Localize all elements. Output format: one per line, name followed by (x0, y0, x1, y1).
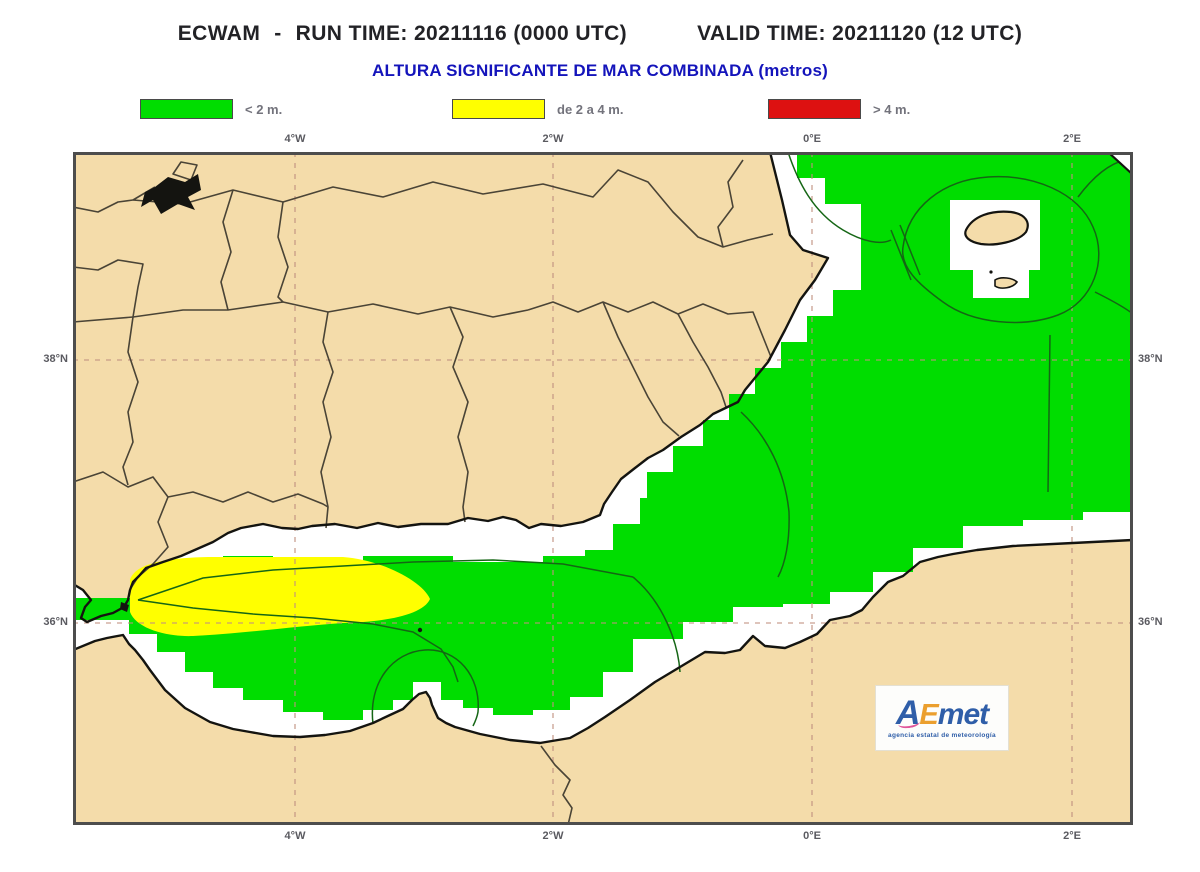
graticule-gridlines (73, 152, 1133, 825)
valid-time: VALID TIME: 20211120 (12 UTC) (697, 22, 1023, 45)
aemet-logo-subtext: agencia estatal de meteorología (888, 732, 996, 740)
alboran-island-dot (417, 627, 423, 633)
province-borders (72, 159, 774, 826)
zone-line-alboran-south (137, 599, 459, 683)
aemet-logo-a: A (895, 694, 921, 733)
y-tick-right-38n: 38°N (1138, 353, 1163, 365)
y-tick-left-36n: 36°N (43, 616, 68, 628)
zone-line-alboran-north (137, 559, 634, 601)
title-spacer (641, 22, 683, 46)
map-subtitle: ALTURA SIGNIFICANTE DE MAR COMBINADA (me… (371, 61, 829, 80)
x-tick-top-4w: 4°W (284, 133, 306, 145)
legend-swatch-yellow (452, 99, 545, 119)
legend-swatch-green (140, 99, 233, 119)
x-tick-bottom-2e: 2°E (1063, 830, 1081, 842)
coastline-spain (72, 151, 830, 624)
legend-label-gt4: > 4 m. (873, 101, 911, 117)
y-tick-right-36n: 36°N (1138, 616, 1163, 628)
map-frame (73, 152, 1133, 825)
zone-hatch-1 (890, 229, 912, 281)
aemet-logo-met: met (937, 698, 989, 732)
border-morocco-algeria (540, 745, 573, 826)
x-tick-bottom-2w: 2°W (542, 830, 564, 842)
wave-height-2to4-area (130, 557, 430, 637)
legend-item-lt2: < 2 m. (140, 99, 282, 119)
x-tick-top-0e: 0°E (803, 133, 821, 145)
zone-line-palos (740, 411, 790, 578)
wave-map-svg (72, 151, 1134, 826)
zone-hatch-2 (899, 224, 921, 276)
legend-label-lt2: < 2 m. (245, 101, 283, 117)
zone-line-south-baleares (1047, 334, 1051, 493)
x-tick-bottom-4w: 4°W (284, 830, 306, 842)
y-tick-left-38n: 38°N (43, 353, 68, 365)
zone-arc-melilla (371, 649, 479, 727)
balearic-islands (950, 200, 1040, 298)
sea-zone-boundaries (137, 151, 1134, 727)
model-name: ECWAM (177, 22, 261, 45)
zone-line-east-alboran (632, 576, 681, 673)
aemet-logo-e: E (919, 699, 938, 732)
map-canvas (72, 151, 1134, 826)
legend-item-gt4: > 4 m. (768, 99, 910, 119)
x-tick-bottom-0e: 0°E (803, 830, 821, 842)
header-title: ECWAM - RUN TIME: 20211116 (0000 UTC) VA… (0, 22, 1200, 46)
aemet-logo-text: AEmet (895, 694, 989, 733)
formentera-island (994, 277, 1019, 289)
reservoir-blob (141, 174, 201, 214)
run-time: RUN TIME: 20211116 (0000 UTC) (295, 22, 628, 45)
gibraltar-rock (120, 602, 129, 612)
legend-item-2to4: de 2 a 4 m. (452, 99, 623, 119)
legend-label-2to4: de 2 a 4 m. (557, 101, 624, 117)
coastline-africa (72, 538, 1134, 745)
corner-island-coast (1107, 151, 1132, 174)
ibiza-island (964, 210, 1029, 246)
title-dash: - (274, 22, 282, 45)
zone-circle-ibiza (902, 175, 1100, 324)
legend-swatch-red (768, 99, 861, 119)
aemet-logo: AEmet agencia estatal de meteorología (876, 686, 1008, 750)
x-tick-top-2w: 2°W (542, 133, 564, 145)
islet-dot (989, 270, 993, 274)
zone-line-valencia (787, 151, 892, 243)
x-tick-top-2e: 2°E (1063, 133, 1081, 145)
